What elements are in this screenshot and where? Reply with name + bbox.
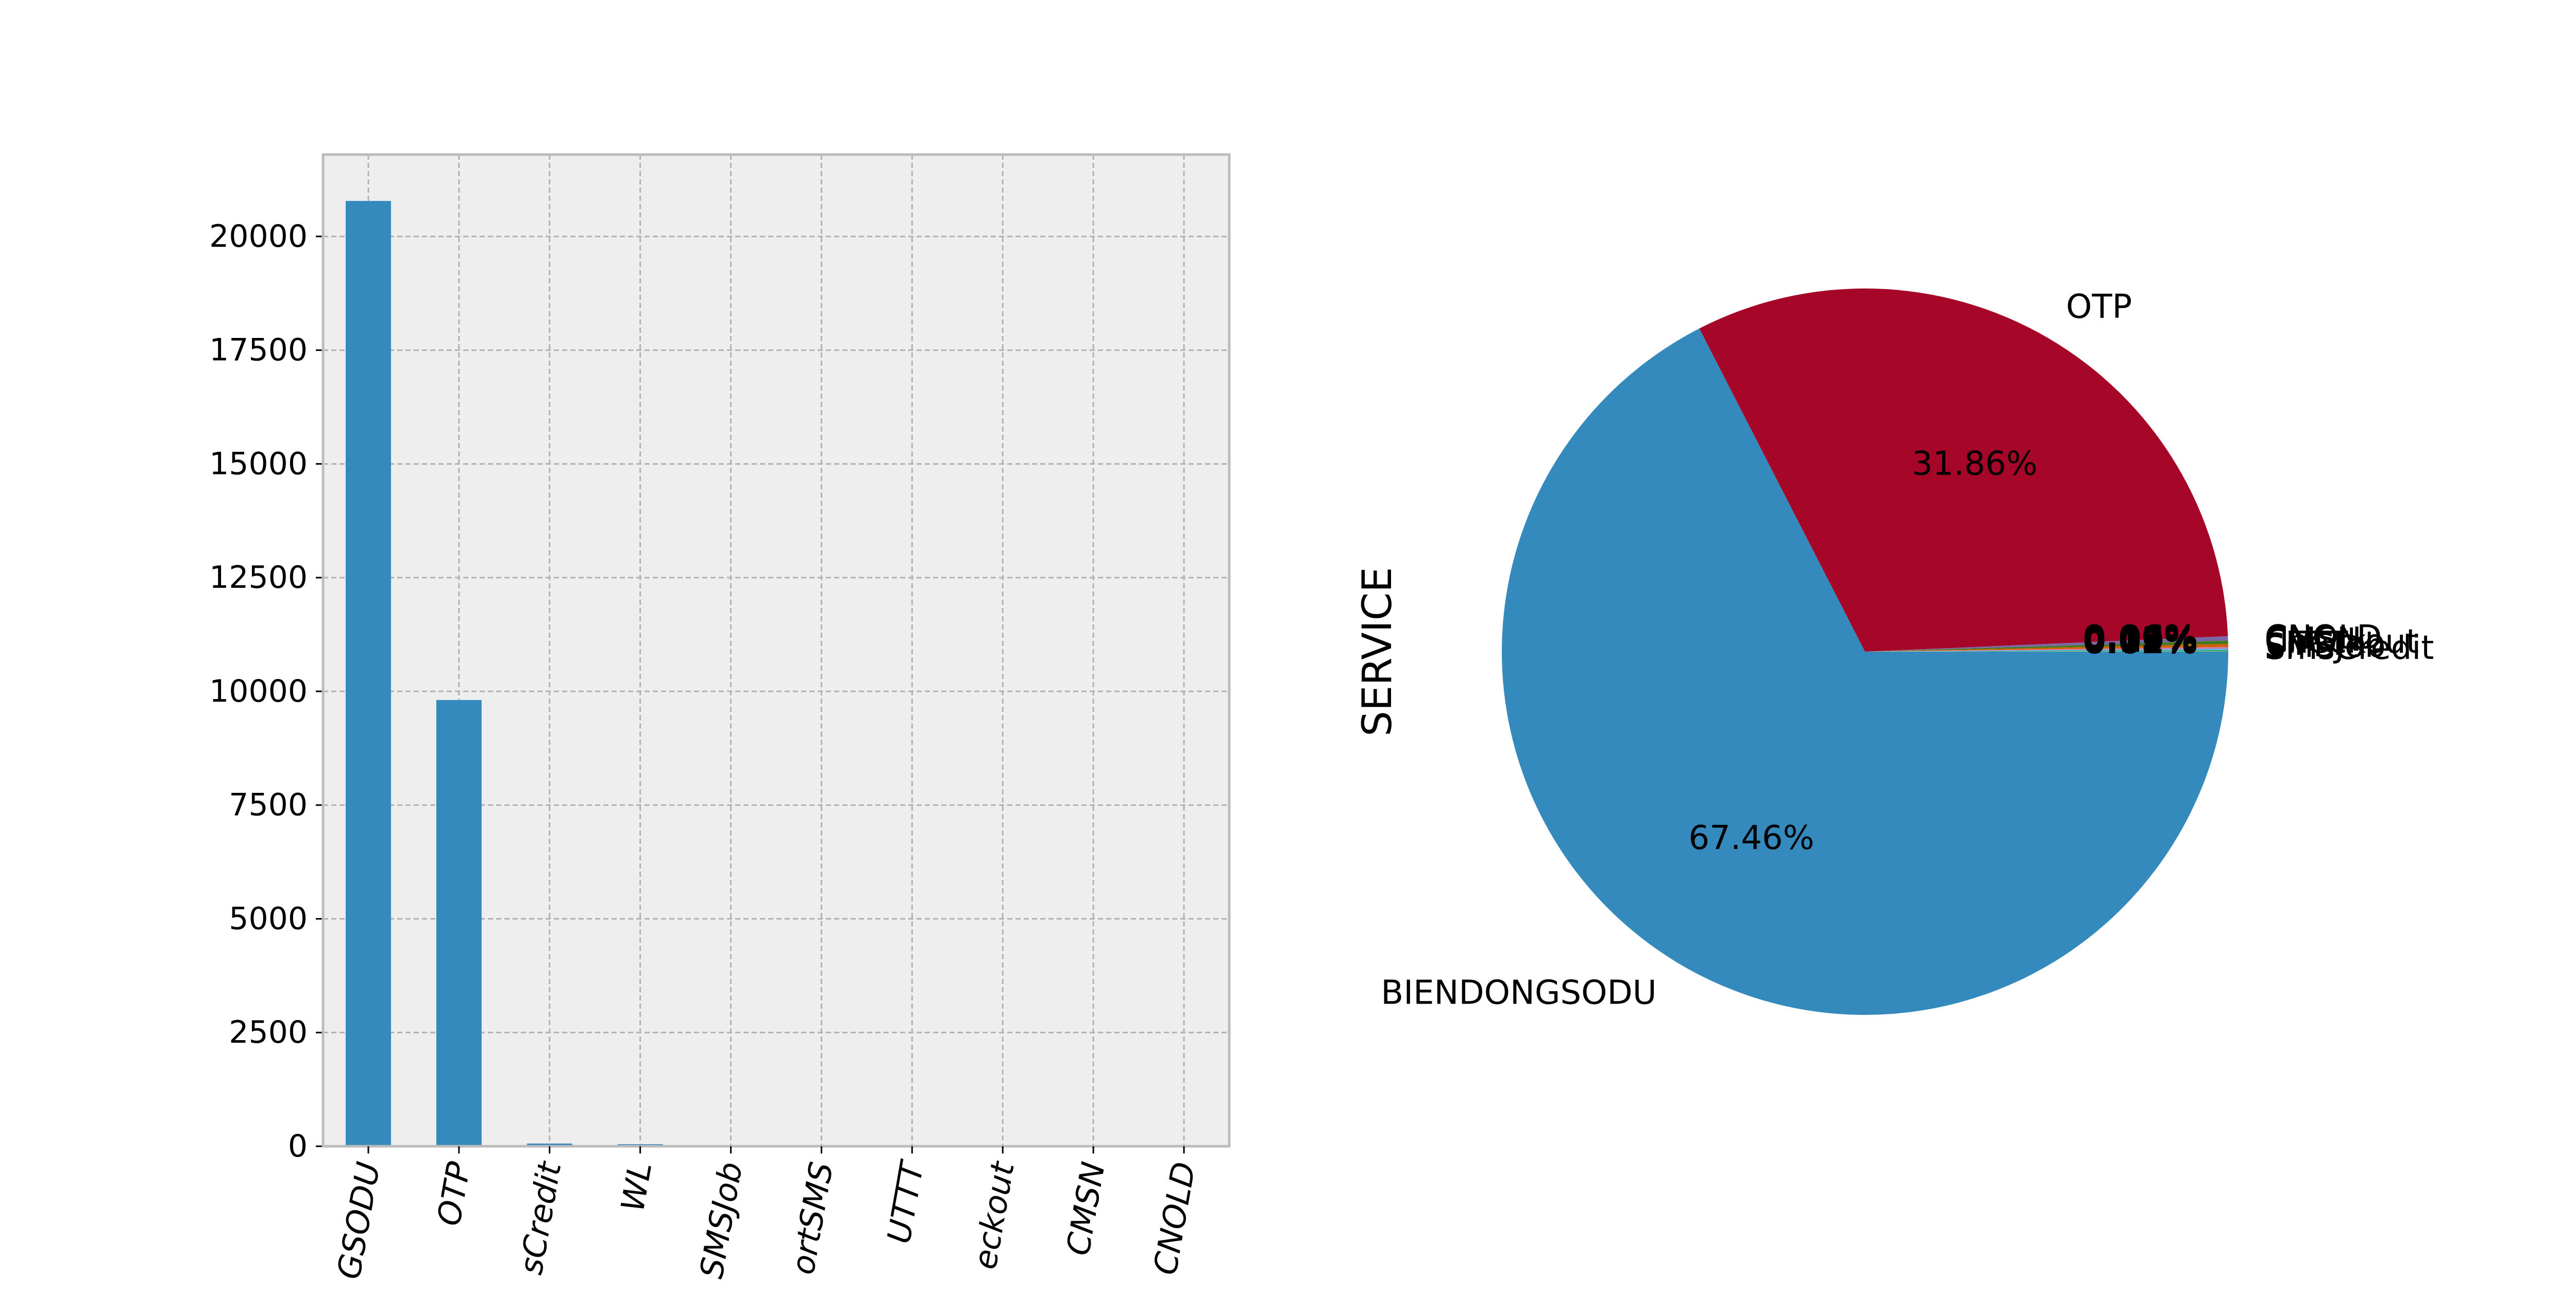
y-tick-label: 5000 [229,901,308,937]
x-tick-label: CMSN [1059,1159,1112,1258]
y-tick-label: 0 [288,1128,308,1164]
y-tick-label: 17500 [209,332,308,368]
bar-biendongsodu [346,201,391,1146]
x-tick-label: ortSMS [784,1159,840,1277]
pie-pct-label: 31.86% [1912,445,2038,483]
pie-slice-label: OTP [2066,288,2132,326]
x-tick-label: GSODU [330,1159,387,1282]
pie-chart: 67.46%BIENDONGSODU31.86%OTPCNOLDCMSNChec… [1354,288,2434,1015]
y-tick-label: 20000 [209,218,308,254]
x-tick-label: sCredit [512,1158,569,1277]
x-tick-label: UTTT [880,1157,931,1246]
x-tick-label: WL [614,1159,659,1214]
pie-slice-label: BIENDONGSODU [1381,974,1656,1012]
y-tick-label: 12500 [209,559,308,596]
y-tick-label: 7500 [229,787,308,823]
x-tick-label: eckout [966,1158,1022,1272]
x-tick-label: OTP [430,1159,478,1228]
pie-ylabel: SERVICE [1354,567,1401,737]
y-tick-label: 2500 [229,1014,308,1050]
x-tick-label: CNOLD [1146,1159,1203,1278]
bar-chart: 0 2500 5000 7500 10000 12500 15000 17500 20000 GS… [209,155,1229,1282]
pie-pct-label: 67.46% [1688,819,1814,857]
y-tick-label: 10000 [209,673,308,709]
pie-small-slice-pct: 0.02% [2083,623,2197,661]
bar-otp [436,700,482,1146]
y-tick-label: 15000 [209,446,308,482]
x-tick-label: SMSJob [692,1159,750,1281]
pie-small-slice-label: SmsCredit [2265,629,2434,667]
